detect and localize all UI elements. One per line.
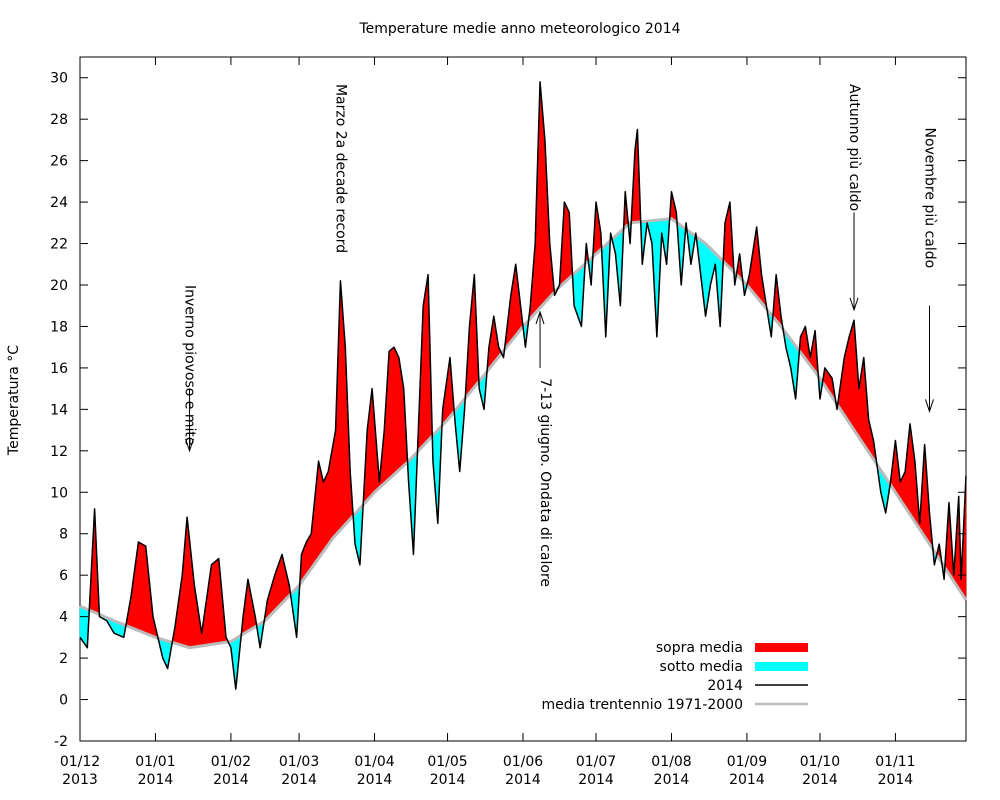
x-tick-label: 01/06 — [503, 754, 543, 770]
series-line-2014 — [79, 81, 967, 690]
x-tick-year: 2014 — [654, 772, 690, 788]
y-tick-label: 4 — [59, 610, 68, 626]
annotation-text-3: 7-13 giugno. Ondata di calore — [537, 378, 553, 587]
x-tick-year: 2013 — [62, 772, 98, 788]
x-tick-label: 01/07 — [576, 754, 616, 770]
y-tick-label: 26 — [50, 154, 68, 170]
x-tick-label: 01/08 — [651, 754, 691, 770]
x-tick-year: 2014 — [357, 772, 393, 788]
annotation-text-1: Inverno piovoso e mite — [182, 285, 198, 446]
y-tick-label: 20 — [50, 278, 68, 294]
y-tick-label: 24 — [50, 195, 68, 211]
x-tick-year: 2014 — [430, 772, 466, 788]
legend-label: sotto media — [660, 659, 743, 675]
y-axis-label: Temperatura °C — [6, 345, 22, 456]
legend-swatch — [755, 643, 808, 652]
annotation-text-5: Novembre più caldo — [921, 127, 937, 268]
x-tick-label: 01/03 — [279, 754, 319, 770]
y-tick-label: 16 — [50, 361, 68, 377]
x-tick-label: 01/05 — [427, 754, 467, 770]
x-tick-year: 2014 — [878, 772, 914, 788]
x-tick-label: 01/01 — [135, 754, 175, 770]
legend-label: 2014 — [707, 678, 743, 694]
x-tick-label: 01/11 — [875, 754, 915, 770]
y-tick-label: 10 — [50, 485, 68, 501]
x-tick-label: 01/02 — [211, 754, 251, 770]
annotation-arrow-4-head — [849, 297, 859, 312]
y-tick-label: 28 — [50, 112, 68, 128]
y-tick-label: 2 — [59, 651, 68, 667]
x-tick-year: 2014 — [578, 772, 614, 788]
plot-area: -202468101214161820222426283001/12201301… — [50, 56, 968, 788]
x-tick-label: 01/04 — [354, 754, 394, 770]
x-tick-label: 01/10 — [800, 754, 840, 770]
x-tick-year: 2014 — [281, 772, 317, 788]
legend-label: sopra media — [656, 640, 743, 656]
x-tick-year: 2014 — [213, 772, 249, 788]
y-tick-label: 8 — [59, 527, 68, 543]
x-tick-year: 2014 — [505, 772, 541, 788]
y-tick-label: 30 — [50, 71, 68, 87]
legend-swatch — [755, 662, 808, 671]
y-tick-label: 12 — [50, 444, 68, 460]
x-tick-year: 2014 — [802, 772, 838, 788]
y-tick-label: 6 — [59, 568, 68, 584]
x-tick-year: 2014 — [729, 772, 765, 788]
annotation-arrow-3-head — [535, 310, 545, 325]
y-tick-label: 0 — [59, 693, 68, 709]
annotation-text-2: Marzo 2a decade record — [332, 84, 348, 253]
y-tick-label: -2 — [54, 734, 68, 750]
x-tick-label: 01/09 — [727, 754, 767, 770]
legend-label: media trentennio 1971-2000 — [541, 697, 743, 713]
x-tick-label: 01/12 — [60, 754, 100, 770]
annotation-arrow-1-head — [185, 438, 195, 453]
y-tick-label: 22 — [50, 237, 68, 253]
chart-title: Temperature medie anno meteorologico 201… — [358, 21, 680, 37]
annotation-arrow-5-head — [925, 399, 934, 414]
y-tick-label: 14 — [50, 402, 68, 418]
y-tick-label: 18 — [50, 319, 68, 335]
annotation-text-4: Autunno più caldo — [846, 84, 862, 211]
x-tick-year: 2014 — [138, 772, 174, 788]
